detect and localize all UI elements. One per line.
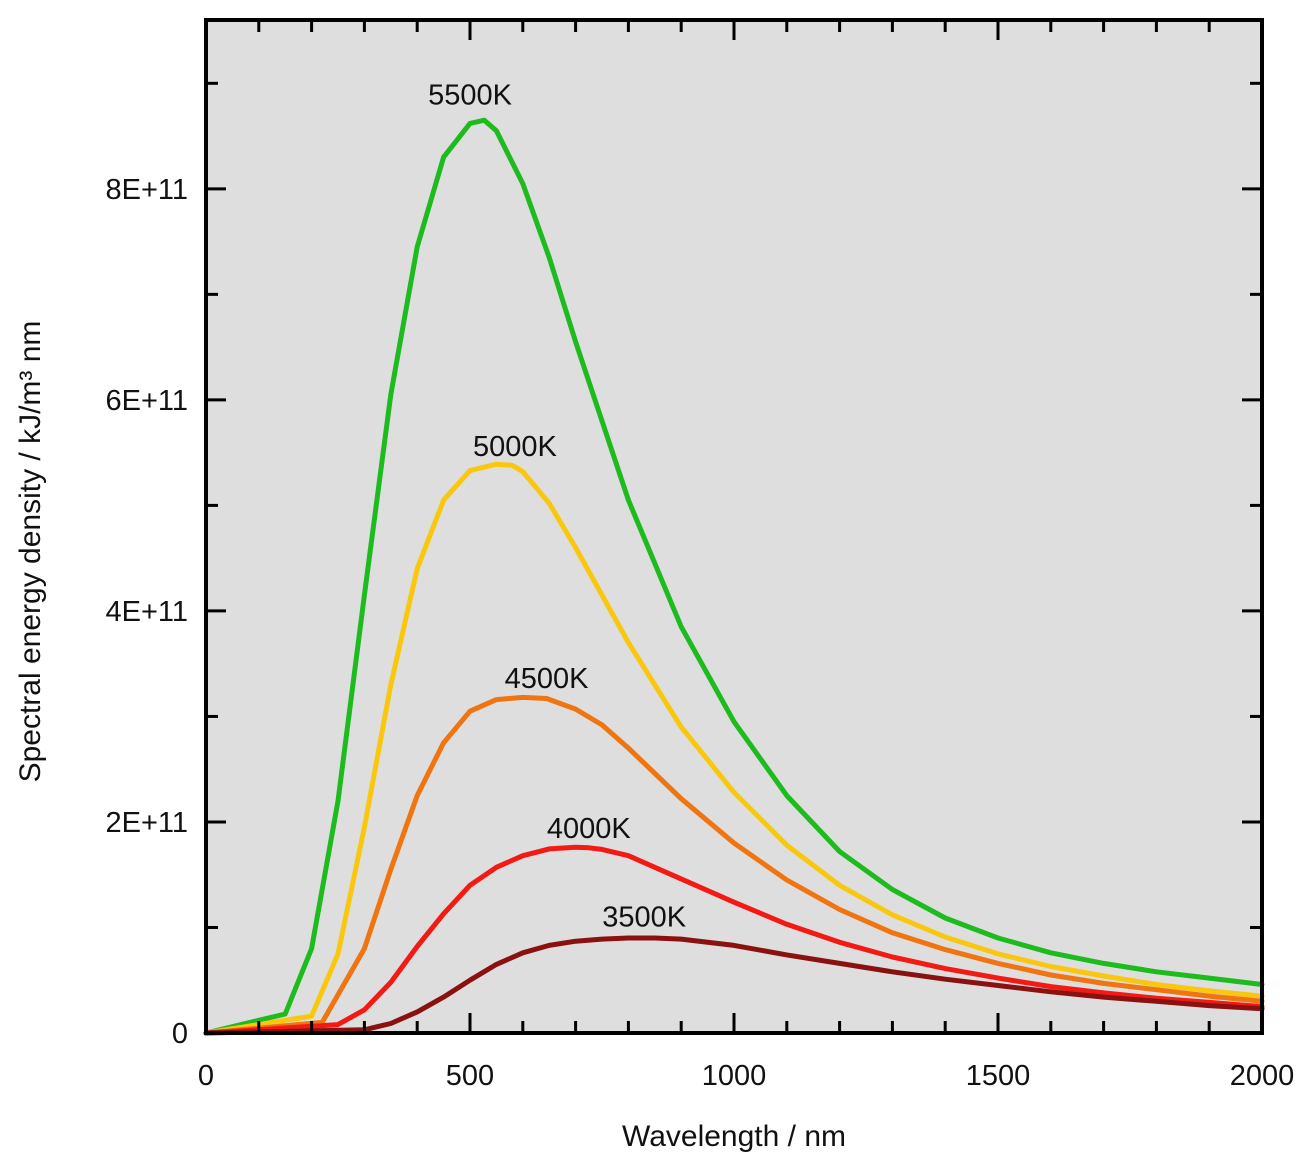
y-tick-label: 2E+11 [105,807,188,839]
x-tick-label: 1000 [702,1060,767,1092]
x-axis-title: Wavelength / nm [622,1120,846,1153]
plot-background [206,20,1262,1033]
series-line-4500K [203,694,1265,1036]
x-tick-label: 1500 [966,1060,1031,1092]
labels-layer: 0 500 1000 1500 2000 0 2E+11 4E+11 6E+11 8E+11 550… [105,79,1294,1092]
curve-label-4500K: 4500K [505,663,590,695]
y-tick-label: 8E+11 [105,174,188,206]
y-tick-label: 4E+11 [105,596,188,628]
curve-label-5500K: 5500K [428,79,513,111]
curve-label-4000K: 4000K [547,813,632,845]
x-tick-label: 2000 [1230,1060,1295,1092]
series-layer [203,117,1265,1036]
y-tick-label: 6E+11 [105,385,188,417]
series-line-5000K [203,461,1265,1036]
curve-label-3500K: 3500K [602,901,687,933]
series-line-5500K [203,117,1265,1036]
x-tick-label: 0 [198,1060,214,1092]
series-line-3500K [203,935,1265,1036]
y-tick-label: 0 [172,1018,188,1050]
plot-frame [204,18,1264,1035]
x-tick-label: 500 [446,1060,494,1092]
y-axis-title: Spectral energy density / kJ/m³ nm [14,321,47,783]
series-line-4000K [203,844,1265,1036]
curve-label-5000K: 5000K [473,431,558,463]
